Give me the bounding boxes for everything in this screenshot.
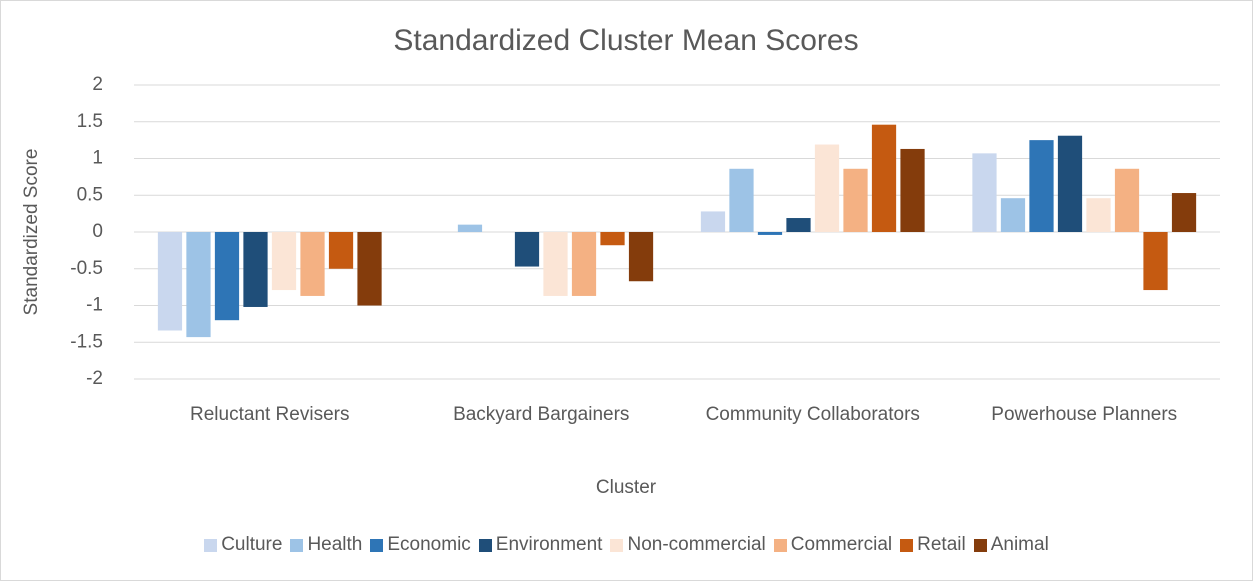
bar [757, 232, 783, 235]
y-tick-label: 0.5 [77, 184, 103, 205]
bar [571, 232, 597, 296]
legend-label: Retail [917, 534, 966, 555]
x-tick-label: Powerhouse Planners [991, 404, 1178, 425]
bar [1029, 140, 1054, 232]
x-tick-label: Reluctant Revisers [190, 404, 350, 425]
bar [729, 168, 754, 232]
legend-item: Animal [973, 534, 1049, 556]
legend-swatch [973, 538, 987, 552]
legend-item: Non-commercial [610, 534, 766, 556]
x-tick-label: Community Collaborators [705, 404, 920, 425]
bar [157, 232, 183, 331]
bar [271, 232, 297, 291]
bar [700, 211, 726, 232]
bar [243, 232, 268, 307]
y-tick-label: -1.5 [70, 331, 103, 352]
bar [843, 168, 868, 232]
legend-label: Health [307, 534, 363, 555]
bar [328, 232, 354, 269]
legend-swatch [900, 538, 914, 552]
x-axis-label: Cluster [596, 477, 657, 498]
bar [628, 232, 654, 282]
y-tick-label: 0 [92, 221, 103, 242]
legend-swatch [773, 538, 787, 552]
y-axis-label: Standardized Score [21, 149, 42, 316]
bar [1086, 198, 1111, 232]
bar [186, 232, 211, 338]
bar [457, 224, 483, 232]
bar [1143, 232, 1168, 291]
bar [600, 232, 625, 246]
bar [357, 232, 382, 306]
bar [814, 144, 840, 232]
legend-item: Culture [204, 534, 282, 556]
bar [1114, 168, 1140, 232]
bar [1171, 193, 1197, 232]
legend-swatch [290, 538, 304, 552]
bar [214, 232, 240, 321]
legend-swatch [478, 538, 492, 552]
legend-swatch [204, 538, 218, 552]
chart-title: Standardized Cluster Mean Scores [393, 24, 858, 57]
legend-item: Retail [900, 534, 966, 556]
bar [786, 218, 811, 232]
legend-label: Animal [990, 534, 1049, 555]
legend-item: Commercial [773, 534, 893, 556]
bar [300, 232, 325, 296]
legend-item: Health [290, 534, 362, 556]
y-tick-label: 2 [92, 74, 103, 95]
bar [871, 124, 897, 232]
y-tick-label: 1.5 [77, 111, 103, 132]
y-tick-label: -2 [86, 368, 103, 389]
legend-label: Economic [387, 534, 471, 555]
legend-label: Environment [495, 534, 603, 555]
y-tick-label: -1 [86, 295, 103, 316]
y-tick-label: 1 [92, 148, 103, 169]
bar [543, 232, 568, 296]
bar [1000, 198, 1026, 232]
legend-swatch [370, 538, 384, 552]
y-tick-label: -0.5 [70, 258, 103, 279]
bar [900, 148, 925, 232]
legend: Culture Health Economic Environment Non-comm… [0, 534, 1253, 556]
x-tick-label: Backyard Bargainers [453, 404, 630, 425]
legend-item: Environment [478, 534, 603, 556]
legend-label: Culture [221, 534, 283, 555]
legend-swatch [610, 538, 624, 552]
legend-item: Economic [370, 534, 471, 556]
bar [972, 153, 997, 232]
legend-label: Non-commercial [627, 534, 766, 555]
bar [514, 232, 540, 267]
legend-label: Commercial [790, 534, 893, 555]
bar [1057, 135, 1083, 232]
